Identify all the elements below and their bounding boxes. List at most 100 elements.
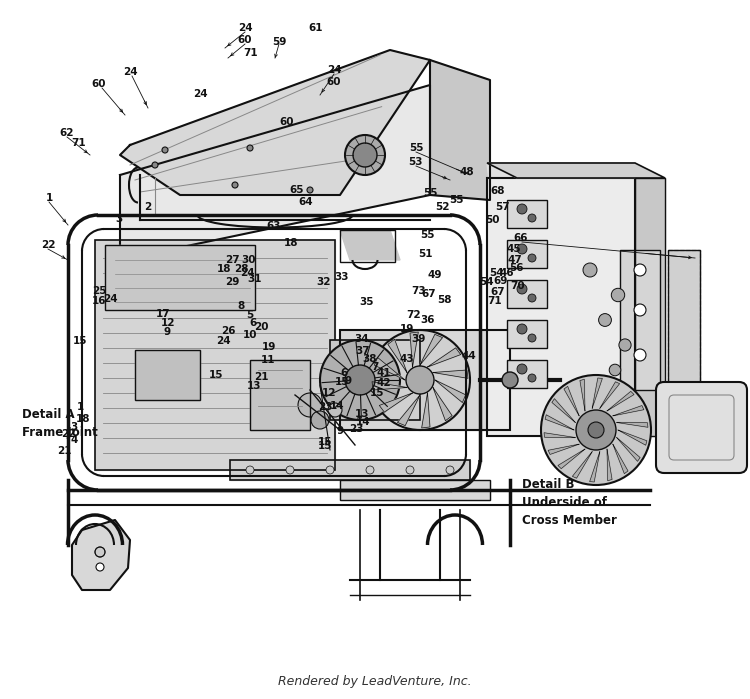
- Text: 58: 58: [436, 295, 451, 305]
- Text: 15: 15: [334, 377, 350, 387]
- Text: 2: 2: [144, 202, 152, 212]
- Text: 15: 15: [209, 370, 224, 380]
- Text: 60: 60: [327, 77, 341, 87]
- Text: 30: 30: [242, 255, 256, 265]
- Text: 67: 67: [490, 287, 506, 297]
- Circle shape: [406, 466, 414, 474]
- Polygon shape: [545, 415, 574, 430]
- Text: 1: 1: [76, 402, 84, 412]
- Text: 15: 15: [318, 441, 332, 451]
- Text: 11: 11: [261, 355, 275, 365]
- Bar: [340, 230, 395, 262]
- Text: 18: 18: [217, 264, 231, 274]
- Polygon shape: [230, 460, 470, 480]
- Circle shape: [634, 264, 646, 276]
- Text: 24: 24: [123, 67, 137, 77]
- Polygon shape: [435, 380, 466, 403]
- Text: 69: 69: [494, 276, 508, 286]
- Text: 24: 24: [240, 268, 254, 278]
- Polygon shape: [607, 391, 634, 411]
- Text: 55: 55: [423, 188, 437, 198]
- Text: 29: 29: [225, 277, 239, 287]
- Bar: [330, 340, 420, 420]
- Text: 24: 24: [327, 65, 341, 75]
- Text: 55: 55: [409, 143, 423, 153]
- Text: 24: 24: [193, 89, 207, 99]
- Text: 26: 26: [220, 326, 236, 336]
- Circle shape: [502, 372, 518, 388]
- Polygon shape: [398, 395, 420, 426]
- Text: 35: 35: [360, 297, 374, 307]
- Text: 3: 3: [116, 214, 123, 224]
- Text: 59: 59: [272, 37, 286, 47]
- Polygon shape: [613, 405, 644, 416]
- Polygon shape: [590, 452, 600, 482]
- Polygon shape: [607, 449, 612, 481]
- Text: 42: 42: [376, 378, 392, 388]
- Text: 31: 31: [248, 274, 262, 284]
- Polygon shape: [410, 332, 419, 367]
- Circle shape: [611, 288, 625, 302]
- Polygon shape: [487, 178, 635, 436]
- Text: 21: 21: [254, 372, 268, 382]
- Circle shape: [517, 364, 527, 374]
- Text: 25: 25: [92, 286, 106, 296]
- Bar: [635, 178, 665, 436]
- Polygon shape: [105, 245, 255, 310]
- Text: 14: 14: [330, 401, 344, 411]
- Text: 63: 63: [267, 221, 281, 231]
- Bar: [487, 178, 635, 436]
- Circle shape: [311, 411, 329, 429]
- Text: 20: 20: [254, 322, 268, 332]
- Polygon shape: [572, 452, 592, 478]
- Circle shape: [246, 466, 254, 474]
- Text: 50: 50: [484, 215, 500, 225]
- Text: Detail A
Frame Joint: Detail A Frame Joint: [22, 408, 98, 439]
- Text: 71: 71: [72, 138, 86, 148]
- Text: 34: 34: [355, 334, 369, 344]
- Circle shape: [406, 366, 434, 394]
- Text: 32: 32: [316, 277, 332, 287]
- Text: 1: 1: [45, 193, 53, 203]
- Bar: [507, 360, 547, 388]
- Text: 36: 36: [421, 315, 435, 325]
- Circle shape: [232, 182, 238, 188]
- Text: 9: 9: [337, 426, 344, 436]
- Circle shape: [366, 466, 374, 474]
- Text: 6: 6: [340, 368, 347, 378]
- Circle shape: [634, 304, 646, 316]
- Bar: [250, 360, 310, 430]
- Bar: [668, 250, 700, 390]
- Text: 28: 28: [234, 264, 248, 274]
- Text: 56: 56: [509, 263, 524, 273]
- Polygon shape: [616, 438, 640, 461]
- Circle shape: [446, 466, 454, 474]
- Polygon shape: [548, 444, 579, 454]
- Polygon shape: [250, 360, 310, 430]
- Polygon shape: [420, 334, 442, 365]
- Text: 72: 72: [406, 310, 422, 320]
- Text: 65: 65: [290, 185, 304, 195]
- Polygon shape: [330, 340, 420, 420]
- Circle shape: [320, 340, 400, 420]
- Circle shape: [286, 466, 294, 474]
- Text: 24: 24: [216, 336, 230, 346]
- Polygon shape: [544, 433, 575, 438]
- Polygon shape: [564, 387, 579, 416]
- Polygon shape: [580, 380, 585, 411]
- Text: 6: 6: [249, 318, 256, 328]
- Bar: [135, 350, 200, 400]
- Bar: [105, 245, 255, 310]
- Circle shape: [345, 365, 375, 395]
- Polygon shape: [340, 330, 510, 430]
- Circle shape: [528, 334, 536, 342]
- Bar: [668, 250, 700, 390]
- Text: Rendered by LeadVenture, Inc.: Rendered by LeadVenture, Inc.: [278, 675, 472, 688]
- Text: 15: 15: [318, 437, 332, 447]
- Text: 37: 37: [356, 346, 370, 356]
- Text: 19: 19: [262, 342, 276, 352]
- Polygon shape: [433, 370, 468, 378]
- Circle shape: [326, 466, 334, 474]
- Polygon shape: [616, 422, 648, 427]
- Text: 15: 15: [370, 388, 384, 398]
